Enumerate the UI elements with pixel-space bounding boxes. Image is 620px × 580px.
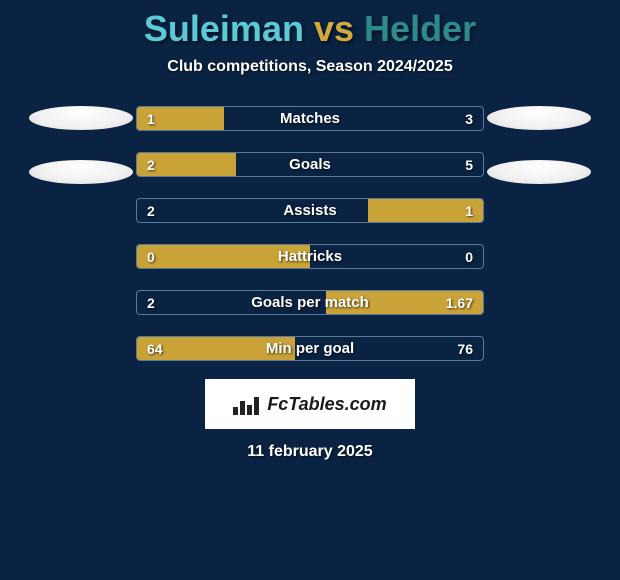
stat-row: 2Goals per match1.67 (136, 290, 484, 315)
stat-label: Goals per match (137, 291, 483, 314)
stat-label: Min per goal (137, 337, 483, 360)
stat-label: Assists (137, 199, 483, 222)
stat-value-right: 1 (465, 199, 473, 222)
title-player-right: Helder (364, 8, 476, 49)
stat-value-right: 0 (465, 245, 473, 268)
stat-bars-column: 1Matches32Goals52Assists10Hattricks02Goa… (136, 106, 484, 361)
stat-row: 64Min per goal76 (136, 336, 484, 361)
avatar-left-top (29, 106, 133, 130)
title-player-left: Suleiman (144, 8, 304, 49)
stat-row: 2Assists1 (136, 198, 484, 223)
comparison-container: Suleiman vs Helder Club competitions, Se… (0, 0, 620, 580)
stat-row: 1Matches3 (136, 106, 484, 131)
stat-value-right: 1.67 (446, 291, 473, 314)
avatar-right-top (487, 106, 591, 130)
stat-label: Hattricks (137, 245, 483, 268)
date-label: 11 february 2025 (247, 443, 372, 461)
avatar-left-bottom (29, 160, 133, 184)
avatar-column-left (26, 106, 136, 214)
stat-value-right: 5 (465, 153, 473, 176)
stat-row: 0Hattricks0 (136, 244, 484, 269)
stat-value-right: 76 (457, 337, 473, 360)
avatar-column-right (484, 106, 594, 214)
subtitle: Club competitions, Season 2024/2025 (167, 58, 452, 76)
watermark-text: FcTables.com (267, 394, 386, 415)
watermark: FcTables.com (205, 379, 415, 429)
stats-area: 1Matches32Goals52Assists10Hattricks02Goa… (0, 106, 620, 361)
stat-label: Matches (137, 107, 483, 130)
chart-icon (233, 393, 261, 415)
title-vs: vs (314, 8, 354, 49)
stat-value-right: 3 (465, 107, 473, 130)
page-title: Suleiman vs Helder (144, 8, 476, 50)
stat-row: 2Goals5 (136, 152, 484, 177)
stat-label: Goals (137, 153, 483, 176)
avatar-right-bottom (487, 160, 591, 184)
